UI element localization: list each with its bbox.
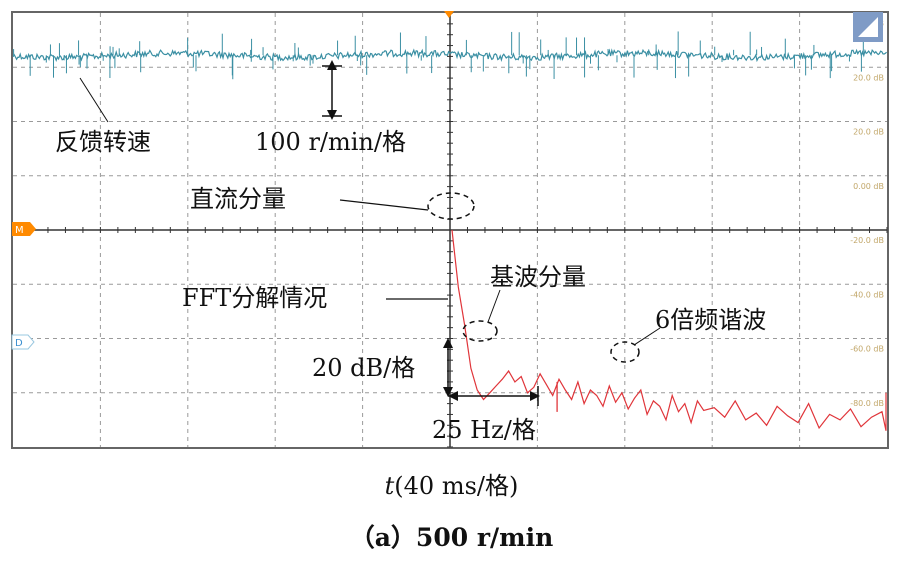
hz-scale-label: 25 Hz/格 bbox=[432, 416, 536, 444]
harmonic-label: 6倍频谐波 bbox=[655, 306, 767, 334]
dc-component-label: 直流分量 bbox=[190, 185, 286, 213]
figure-subtitle: （a）500 r/min bbox=[349, 523, 554, 552]
harmonic-leader bbox=[633, 327, 661, 346]
marker-m: M bbox=[12, 222, 36, 236]
trigger-marker bbox=[444, 11, 454, 18]
speed-series-line bbox=[12, 48, 888, 63]
speed-trace bbox=[12, 31, 888, 80]
harmonic-ellipse bbox=[610, 341, 640, 363]
corner-icon[interactable] bbox=[853, 12, 883, 42]
right-scale-label: -80.0 dB bbox=[850, 399, 884, 408]
arrow-head bbox=[443, 338, 453, 348]
db-scale-label: 20 dB/格 bbox=[312, 354, 416, 382]
right-scale-label: 20.0 dB bbox=[853, 73, 884, 82]
arrow-head bbox=[448, 391, 458, 401]
x-axis-caption: t(40 ms/格) bbox=[0, 474, 903, 498]
arrow-head bbox=[327, 60, 337, 70]
fft-label: FFT分解情况 bbox=[182, 284, 328, 312]
arrow-head bbox=[530, 391, 540, 401]
fft-trace bbox=[451, 229, 887, 431]
speed-scale-label: 100 r/min/格 bbox=[255, 128, 406, 156]
arrow-head bbox=[327, 110, 337, 120]
feedback-speed-label: 反馈转速 bbox=[55, 128, 151, 156]
dc-ellipse bbox=[427, 192, 475, 220]
dc-leader bbox=[339, 199, 429, 211]
feedback-leader bbox=[79, 77, 109, 123]
right-scale-label: 0.00 dB bbox=[853, 182, 884, 191]
fft-series-line bbox=[451, 229, 887, 431]
marker-d: D bbox=[11, 334, 35, 350]
right-scale-label: -60.0 dB bbox=[850, 345, 884, 354]
right-scale-label: -40.0 dB bbox=[850, 290, 884, 299]
right-scale-label: 20.0 dB bbox=[853, 128, 884, 137]
marker-d-label: D bbox=[15, 338, 23, 349]
fundamental-ellipse bbox=[462, 320, 498, 342]
x-axis-variable: t bbox=[384, 472, 395, 500]
x-axis-unit: (40 ms/格) bbox=[394, 472, 519, 500]
fundamental-label: 基波分量 bbox=[490, 263, 586, 291]
right-scale-label: -20.0 dB bbox=[850, 236, 884, 245]
fundamental-leader bbox=[487, 289, 501, 323]
marker-m-label: M bbox=[15, 225, 24, 236]
annotation-layer bbox=[79, 60, 661, 406]
arrow-head bbox=[443, 387, 453, 397]
